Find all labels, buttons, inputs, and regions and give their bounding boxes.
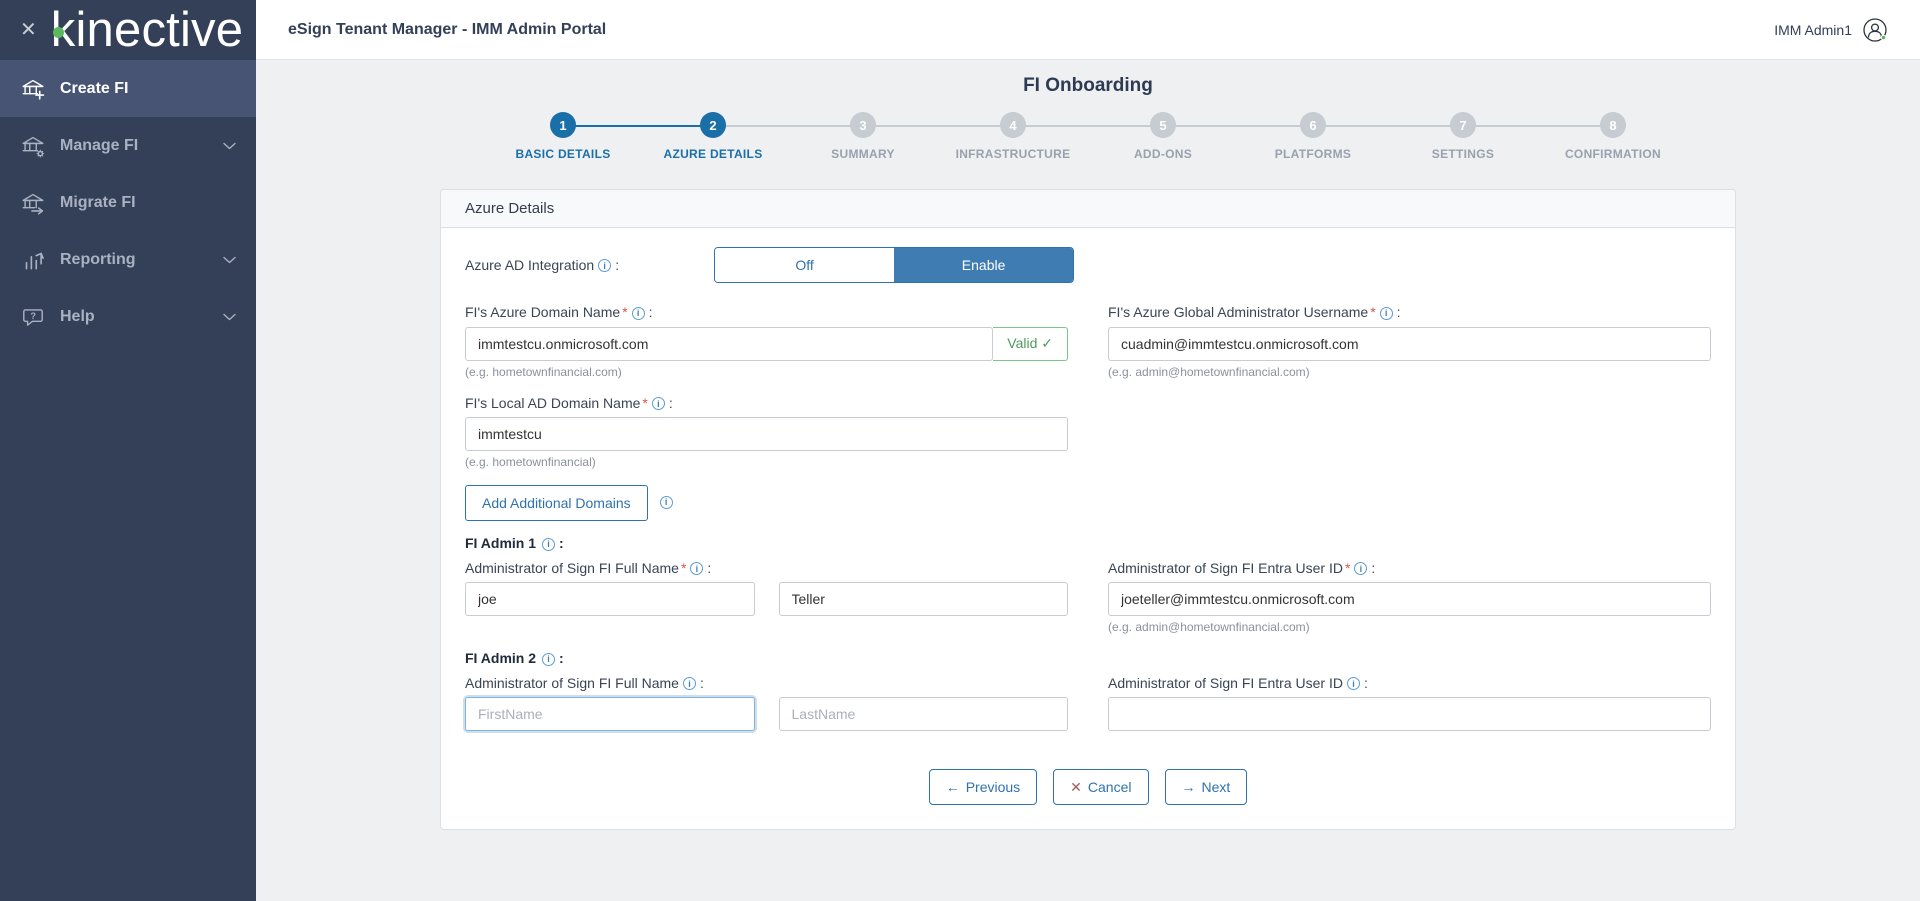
svg-text:?: ? [30,310,36,320]
